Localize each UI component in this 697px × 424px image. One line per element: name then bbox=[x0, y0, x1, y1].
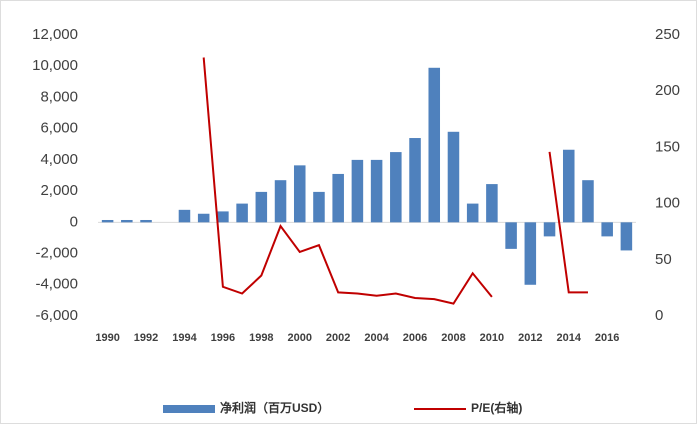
bar bbox=[466, 203, 479, 223]
y2-tick-label: 250 bbox=[655, 26, 680, 43]
line bbox=[202, 57, 588, 305]
x-tick-label: 1992 bbox=[134, 332, 158, 344]
y-tick-label: -2,000 bbox=[35, 245, 78, 262]
legend-label: 净利润（百万USD） bbox=[220, 400, 329, 415]
y-tick-label: 8,000 bbox=[40, 88, 78, 105]
y-tick-label: 6,000 bbox=[40, 120, 78, 137]
bar bbox=[140, 219, 152, 223]
x-tick-label: 1994 bbox=[172, 332, 197, 344]
bar bbox=[236, 203, 248, 223]
legend-swatch bbox=[163, 405, 215, 413]
bar bbox=[274, 180, 287, 223]
bar bbox=[332, 173, 344, 223]
bar bbox=[543, 222, 556, 237]
x-tick-label: 2014 bbox=[557, 332, 582, 344]
bar bbox=[351, 159, 364, 223]
y-tick-label: -6,000 bbox=[35, 307, 78, 324]
y-tick-label: 0 bbox=[70, 213, 78, 230]
x-tick-label: 2002 bbox=[326, 332, 350, 344]
x-tick-label: 2008 bbox=[441, 332, 465, 344]
x-tick-label: 1996 bbox=[211, 332, 235, 344]
bar bbox=[428, 67, 441, 223]
bar bbox=[313, 191, 325, 223]
bar bbox=[620, 222, 633, 251]
x-tick-label: 1990 bbox=[95, 332, 119, 344]
bar bbox=[505, 222, 517, 249]
legend-label: P/E(右轴) bbox=[471, 400, 522, 415]
bar bbox=[197, 213, 210, 223]
x-tick-label: 2012 bbox=[518, 332, 542, 344]
y2-tick-label: 0 bbox=[655, 307, 663, 324]
y2-tick-label: 100 bbox=[655, 195, 680, 212]
y-tick-label: 2,000 bbox=[40, 182, 78, 199]
y-tick-label: 12,000 bbox=[32, 26, 78, 43]
x-tick-label: 2016 bbox=[595, 332, 619, 344]
x-tick-label: 2000 bbox=[288, 332, 312, 344]
bar bbox=[370, 159, 383, 223]
x-tick-label: 2004 bbox=[364, 332, 389, 344]
bar bbox=[101, 219, 114, 223]
bar bbox=[121, 219, 133, 223]
bar bbox=[524, 222, 537, 285]
bar bbox=[255, 191, 268, 223]
bar bbox=[447, 131, 460, 223]
x-tick-label: 1998 bbox=[249, 332, 273, 344]
y2-tick-label: 50 bbox=[655, 251, 672, 268]
x-tick-label: 2006 bbox=[403, 332, 427, 344]
y2-tick-label: 150 bbox=[655, 138, 680, 155]
bar bbox=[601, 222, 613, 237]
y-tick-label: 10,000 bbox=[32, 57, 78, 74]
bar bbox=[390, 152, 402, 223]
bar bbox=[217, 211, 229, 223]
bar bbox=[293, 165, 306, 223]
bar bbox=[409, 138, 421, 223]
x-tick-label: 2010 bbox=[480, 332, 504, 344]
bar bbox=[562, 149, 575, 223]
bar bbox=[486, 184, 498, 223]
bar bbox=[178, 209, 191, 223]
bar bbox=[582, 180, 594, 223]
y-tick-label: 4,000 bbox=[40, 151, 78, 168]
y-tick-label: -4,000 bbox=[35, 276, 78, 293]
y2-tick-label: 200 bbox=[655, 82, 680, 99]
